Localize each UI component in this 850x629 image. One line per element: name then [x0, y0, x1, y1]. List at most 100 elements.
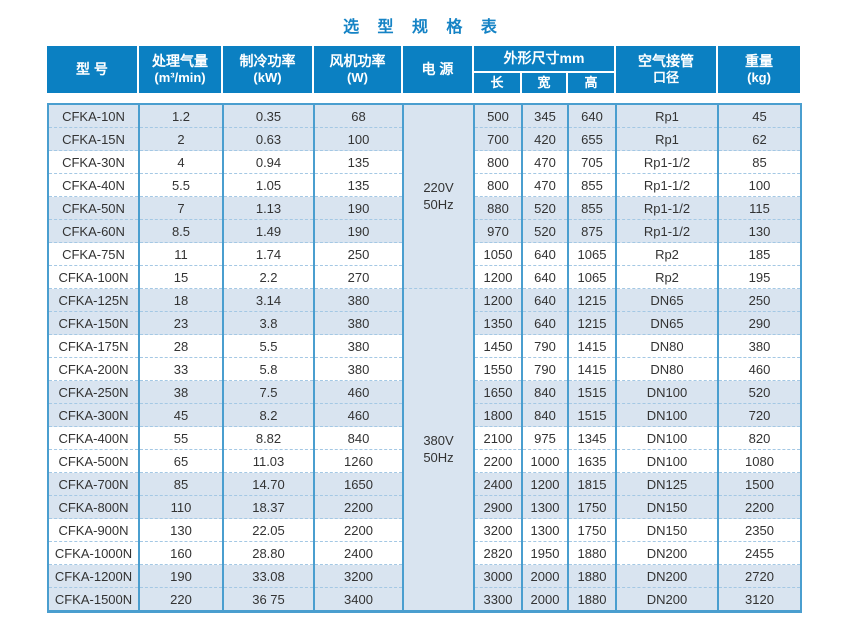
- height-cell: 1880: [567, 541, 616, 565]
- weight-cell: 3120: [717, 587, 801, 612]
- length-cell: 2100: [473, 426, 522, 450]
- width-cell: 520: [521, 219, 568, 243]
- model-cell: CFKA-500N: [48, 449, 139, 473]
- airflow-cell: 33: [138, 357, 223, 381]
- pipe-cell: DN150: [615, 495, 718, 519]
- airflow-cell: 2: [138, 127, 223, 151]
- fan-cell: 2200: [313, 518, 403, 542]
- cooling-cell: 28.80: [222, 541, 314, 565]
- fan-cell: 380: [313, 334, 403, 358]
- table-row: CFKA-100N 15 2.2 270 1200 640 1065 Rp2 195: [48, 265, 801, 289]
- height-cell: 705: [567, 150, 616, 174]
- power-voltage: 380V: [423, 432, 454, 448]
- fan-cell: 270: [313, 265, 403, 289]
- weight-cell: 62: [717, 127, 801, 151]
- col-header-model: 型 号: [47, 46, 138, 93]
- fan-cell: 190: [313, 196, 403, 220]
- table-row: CFKA-250N 38 7.5 460 1650 840 1515 DN100 520: [48, 380, 801, 404]
- length-cell: 970: [473, 219, 522, 243]
- width-cell: 640: [521, 265, 568, 289]
- table-row: CFKA-75N 11 1.74 250 1050 640 1065 Rp2 185: [48, 242, 801, 266]
- pipe-cell: Rp1: [615, 104, 718, 128]
- col-header-pipe-label: 空气接管: [638, 52, 695, 69]
- pipe-cell: Rp2: [615, 242, 718, 266]
- height-cell: 1515: [567, 380, 616, 404]
- airflow-cell: 85: [138, 472, 223, 496]
- table-row: CFKA-10N 1.2 0.35 68 220V 50Hz 500 345 640 Rp1 45: [48, 104, 801, 289]
- table-row: CFKA-150N 23 3.8 380 1350 640 1215 DN65 290: [48, 311, 801, 335]
- length-cell: 1550: [473, 357, 522, 381]
- airflow-cell: 8.5: [138, 219, 223, 243]
- airflow-cell: 65: [138, 449, 223, 473]
- length-cell: 1450: [473, 334, 522, 358]
- airflow-cell: 18: [138, 288, 223, 312]
- airflow-cell: 45: [138, 403, 223, 427]
- power-frequency: 50Hz: [423, 196, 454, 212]
- cooling-cell: 1.13: [222, 196, 314, 220]
- airflow-cell: 110: [138, 495, 223, 519]
- model-cell: CFKA-40N: [48, 173, 139, 197]
- model-cell: CFKA-200N: [48, 357, 139, 381]
- table-row: CFKA-15N 2 0.63 100 700 420 655 Rp1 62: [48, 127, 801, 151]
- airflow-cell: 5.5: [138, 173, 223, 197]
- model-cell: CFKA-100N: [48, 265, 139, 289]
- col-header-length: 长: [472, 71, 521, 93]
- model-cell: CFKA-250N: [48, 380, 139, 404]
- model-cell: CFKA-10N: [48, 104, 139, 128]
- fan-cell: 190: [313, 219, 403, 243]
- length-cell: 700: [473, 127, 522, 151]
- table-row: CFKA-300N 45 8.2 460 1800 840 1515 DN100 720: [48, 403, 801, 427]
- airflow-cell: 38: [138, 380, 223, 404]
- weight-cell: 130: [717, 219, 801, 243]
- length-cell: 3300: [473, 587, 522, 612]
- width-cell: 345: [521, 104, 568, 128]
- height-cell: 875: [567, 219, 616, 243]
- pipe-cell: DN65: [615, 288, 718, 312]
- pipe-cell: DN200: [615, 541, 718, 565]
- length-cell: 1800: [473, 403, 522, 427]
- model-cell: CFKA-1500N: [48, 587, 139, 612]
- length-cell: 880: [473, 196, 522, 220]
- fan-cell: 250: [313, 242, 403, 266]
- fan-cell: 1260: [313, 449, 403, 473]
- weight-cell: 2720: [717, 564, 801, 588]
- pipe-cell: Rp1-1/2: [615, 219, 718, 243]
- pipe-cell: DN80: [615, 357, 718, 381]
- length-cell: 800: [473, 150, 522, 174]
- table-row: CFKA-500N 65 11.03 1260 2200 1000 1635 DN100 108…: [48, 449, 801, 473]
- fan-cell: 380: [313, 311, 403, 335]
- col-header-model-label: 型 号: [76, 60, 108, 77]
- width-cell: 640: [521, 242, 568, 266]
- airflow-cell: 160: [138, 541, 223, 565]
- height-cell: 655: [567, 127, 616, 151]
- airflow-cell: 190: [138, 564, 223, 588]
- width-cell: 1200: [521, 472, 568, 496]
- weight-cell: 115: [717, 196, 801, 220]
- model-cell: CFKA-150N: [48, 311, 139, 335]
- pipe-cell: Rp1-1/2: [615, 150, 718, 174]
- cooling-cell: 0.35: [222, 104, 314, 128]
- spec-table-body: CFKA-10N 1.2 0.35 68 220V 50Hz 500 345 640 Rp1 45 C…: [47, 103, 802, 613]
- power-cell: 380V 50Hz: [402, 288, 474, 612]
- weight-cell: 720: [717, 403, 801, 427]
- cooling-cell: 1.74: [222, 242, 314, 266]
- spec-table: 型 号 处理气量 (m³/min) 制冷功率 (kW) 风机功率 (W) 电 源: [47, 46, 802, 613]
- airflow-cell: 130: [138, 518, 223, 542]
- height-cell: 1065: [567, 265, 616, 289]
- length-cell: 3200: [473, 518, 522, 542]
- power-voltage: 220V: [423, 179, 454, 195]
- width-cell: 640: [521, 288, 568, 312]
- col-header-fan-label: 风机功率: [329, 52, 386, 69]
- table-row: CFKA-60N 8.5 1.49 190 970 520 875 Rp1-1/2 130: [48, 219, 801, 243]
- model-cell: CFKA-60N: [48, 219, 139, 243]
- cooling-cell: 1.05: [222, 173, 314, 197]
- airflow-cell: 220: [138, 587, 223, 612]
- fan-cell: 460: [313, 403, 403, 427]
- col-header-airflow-unit: (m³/min): [154, 70, 206, 86]
- width-cell: 1300: [521, 495, 568, 519]
- width-cell: 420: [521, 127, 568, 151]
- weight-cell: 2350: [717, 518, 801, 542]
- model-cell: CFKA-75N: [48, 242, 139, 266]
- height-cell: 1415: [567, 334, 616, 358]
